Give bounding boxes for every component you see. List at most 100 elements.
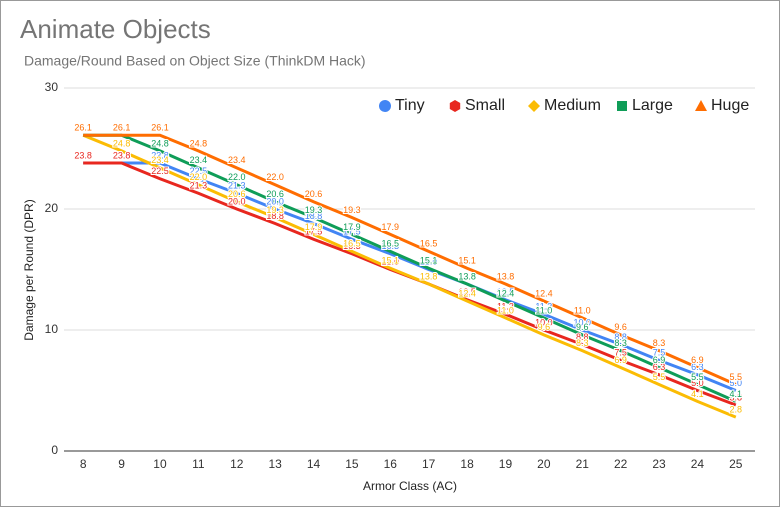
data-label: 22.5 <box>151 166 169 176</box>
data-label: 6.3 <box>691 362 704 372</box>
data-label: 17.5 <box>305 227 323 237</box>
data-label: 9.6 <box>576 322 589 332</box>
y-axis-label: Damage per Round (DPR) <box>22 199 36 340</box>
data-label: 12.5 <box>497 287 515 297</box>
data-label: 20.0 <box>266 196 284 206</box>
chart-subtitle: Damage/Round Based on Object Size (Think… <box>24 53 366 69</box>
series-line <box>83 133 737 386</box>
data-label: 6.9 <box>691 355 704 365</box>
data-label: 20.6 <box>228 189 246 199</box>
legend-marker <box>449 100 461 112</box>
data-label: 26.1 <box>151 123 169 133</box>
data-label: 26.1 <box>113 123 131 133</box>
x-tick-label: 24 <box>691 457 705 471</box>
data-label: 26.1 <box>113 123 131 133</box>
data-label: 13.8 <box>420 271 438 281</box>
data-label: 23.4 <box>151 155 169 165</box>
data-label: 12.4 <box>497 288 515 298</box>
data-label: 2.8 <box>730 404 743 414</box>
data-label: 26.1 <box>74 123 92 133</box>
x-tick-label: 10 <box>153 457 167 471</box>
chart-title: Animate Objects <box>20 14 211 44</box>
data-label: 23.8 <box>113 150 131 160</box>
x-tick-label: 21 <box>576 457 590 471</box>
data-label: 4.1 <box>730 389 743 399</box>
x-tick-label: 22 <box>614 457 628 471</box>
data-label: 11.0 <box>535 305 552 315</box>
data-label: 19.3 <box>305 205 323 215</box>
data-label: 15.1 <box>458 256 476 266</box>
data-label: 7.5 <box>653 348 666 358</box>
legend-marker <box>617 101 627 111</box>
data-label: 21.3 <box>228 181 246 191</box>
data-label: 16.5 <box>382 239 400 249</box>
data-label: 19.3 <box>266 205 284 215</box>
x-tick-label: 12 <box>230 457 244 471</box>
series-line <box>83 133 737 403</box>
data-label: 6.9 <box>614 355 627 365</box>
data-label: 4.1 <box>691 389 704 399</box>
series-line <box>83 161 737 392</box>
y-tick-label: 20 <box>45 201 59 215</box>
data-label: 8.8 <box>576 332 589 342</box>
data-label: 5.5 <box>730 372 743 382</box>
y-tick-label: 30 <box>45 80 59 94</box>
legend-marker <box>695 100 707 111</box>
data-label: 11.0 <box>497 305 514 315</box>
data-label: 22.0 <box>266 172 284 182</box>
data-label: 20.6 <box>266 189 284 199</box>
data-label: 8.3 <box>653 338 666 348</box>
data-label: 15.0 <box>382 257 400 267</box>
data-label: 22.0 <box>228 172 246 182</box>
x-tick-label: 14 <box>307 457 321 471</box>
data-label: 8.3 <box>614 338 627 348</box>
data-label: 16.3 <box>382 241 400 251</box>
data-label: 23.8 <box>113 150 131 160</box>
y-tick-label: 0 <box>51 443 58 457</box>
data-label: 12.4 <box>458 288 476 298</box>
data-label: 7.5 <box>614 348 627 358</box>
data-label: 13.8 <box>458 271 476 281</box>
data-label: 16.5 <box>343 239 361 249</box>
data-label: 10.0 <box>573 317 591 327</box>
data-label: 18.8 <box>266 211 284 221</box>
data-label: 13.8 <box>497 271 515 281</box>
data-label: 3.8 <box>730 392 743 402</box>
data-label: 16.3 <box>343 241 361 251</box>
data-label: 24.8 <box>151 138 169 148</box>
data-label: 17.9 <box>305 222 323 232</box>
data-label: 24.8 <box>113 138 131 148</box>
data-label: 22.5 <box>190 166 208 176</box>
data-label: 13.8 <box>420 271 438 281</box>
data-label: 5.0 <box>691 378 704 388</box>
data-label: 11.0 <box>574 305 591 315</box>
data-label: 17.9 <box>343 222 361 232</box>
x-tick-label: 15 <box>345 457 359 471</box>
data-label: 11.3 <box>497 302 514 312</box>
data-label: 24.8 <box>190 138 208 148</box>
legend-label: Tiny <box>395 97 425 114</box>
data-label: 10.0 <box>535 317 553 327</box>
x-tick-label: 9 <box>118 457 125 471</box>
data-label: 23.8 <box>74 150 92 160</box>
data-label: 20.6 <box>305 189 323 199</box>
data-label: 5.0 <box>730 378 743 388</box>
data-label: 5.5 <box>653 372 666 382</box>
x-tick-label: 11 <box>192 457 205 471</box>
legend-marker <box>379 100 391 112</box>
data-label: 21.3 <box>190 181 208 191</box>
data-label: 9.6 <box>614 322 627 332</box>
data-label: 16.5 <box>420 239 438 249</box>
data-label: 26.1 <box>74 123 92 133</box>
data-label: 26.1 <box>74 123 92 133</box>
data-label: 13.8 <box>458 271 476 281</box>
legend-label: Huge <box>711 97 749 114</box>
data-label: 22.0 <box>190 172 208 182</box>
data-label: 17.5 <box>343 227 361 237</box>
data-label: 15.0 <box>420 257 438 267</box>
data-label: 20.0 <box>228 196 246 206</box>
series-line <box>82 133 737 419</box>
x-tick-label: 20 <box>537 457 551 471</box>
y-tick-label: 10 <box>45 322 59 336</box>
